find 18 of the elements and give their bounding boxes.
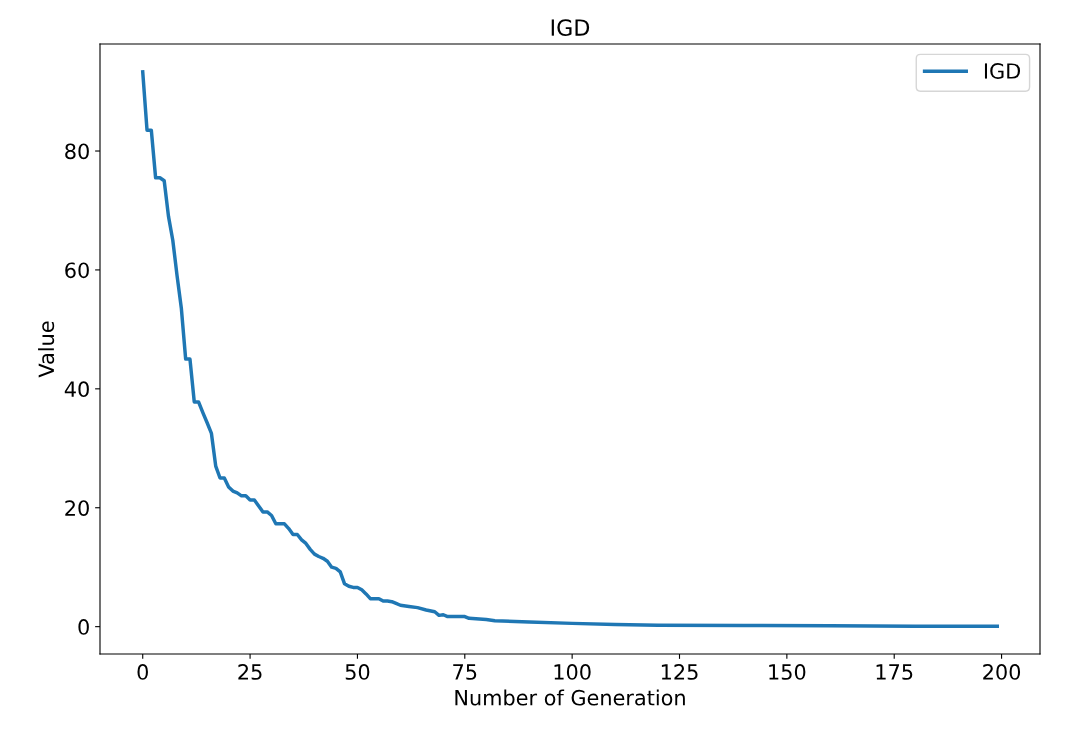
legend-label: IGD xyxy=(984,63,1021,79)
x-tick-label: 0 xyxy=(137,664,148,680)
y-tick-label: 40 xyxy=(64,381,89,398)
x-tick-label: 25 xyxy=(238,664,262,680)
y-tick-label: 0 xyxy=(78,619,89,635)
x-tick-label: 175 xyxy=(876,664,913,680)
x-axis-title: Number of Generation xyxy=(455,689,685,706)
x-tick-label: 50 xyxy=(345,664,370,680)
x-tick-label: 125 xyxy=(661,664,698,680)
x-tick-label: 75 xyxy=(453,664,477,680)
y-axis-title: Value xyxy=(38,321,55,378)
y-tick-label: 60 xyxy=(65,262,89,279)
x-tick-label: 150 xyxy=(769,664,806,680)
x-tick-label: 200 xyxy=(983,664,1021,680)
y-tick-label: 20 xyxy=(65,500,89,516)
chart-title: IGD xyxy=(551,19,590,36)
x-tick-label: 100 xyxy=(554,664,591,680)
y-tick-label: 80 xyxy=(65,143,89,160)
